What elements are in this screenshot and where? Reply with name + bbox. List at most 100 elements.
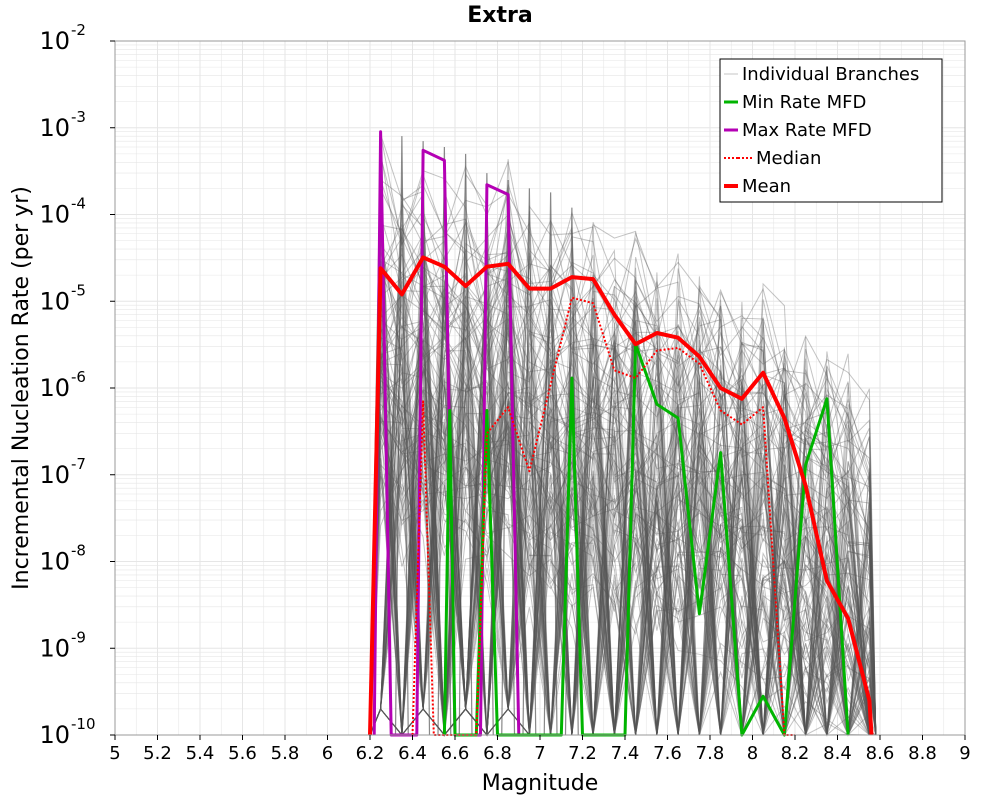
branch-line — [369, 414, 876, 737]
y-tick-exponent: -6 — [71, 368, 86, 386]
branch-line — [369, 185, 876, 737]
y-tick-base: 10 — [39, 634, 70, 662]
branch-line — [522, 188, 537, 736]
series-layer — [368, 130, 874, 737]
y-tick-label: 10 — [39, 548, 70, 576]
branch-line — [369, 257, 876, 737]
y-tick-base: 10 — [39, 201, 70, 229]
branch-line — [369, 172, 876, 737]
branch-line — [369, 401, 877, 737]
legend-label-median: Median — [756, 148, 821, 169]
branch-line — [369, 388, 877, 736]
x-tick-label: 6.2 — [356, 743, 385, 764]
x-tick-label: 6 — [322, 743, 333, 764]
y-tick-label: 10 — [39, 287, 70, 315]
branch-line — [369, 170, 877, 736]
y-tick-exponent: -9 — [71, 628, 86, 646]
branch-line — [369, 364, 877, 737]
y-tick-label: 10 — [39, 374, 70, 402]
y-tick-label: 10 — [39, 27, 70, 55]
x-tick-label: 7.6 — [653, 743, 682, 764]
chart-title: Extra — [467, 3, 532, 28]
branch-line — [369, 160, 876, 736]
branch-line — [369, 321, 877, 737]
branch-line — [369, 245, 876, 737]
x-tick-label: 5.4 — [186, 743, 215, 764]
branch-line — [458, 153, 473, 736]
legend-label-branches: Individual Branches — [742, 64, 919, 85]
y-tick-base: 10 — [39, 721, 70, 749]
branch-line — [369, 381, 876, 737]
x-tick-label: 8.8 — [908, 743, 937, 764]
legend: Individual Branches Min Rate MFD Max Rate … — [719, 58, 943, 203]
x-tick-label: 8.4 — [823, 743, 852, 764]
x-tick-label: 5.6 — [228, 743, 257, 764]
legend-label-max: Max Rate MFD — [742, 120, 872, 141]
x-tick-label: 5.2 — [143, 743, 172, 764]
y-tick-label: 10 — [39, 461, 70, 489]
branch-line — [369, 229, 877, 736]
branch-line — [369, 305, 877, 736]
legend-box — [719, 58, 943, 203]
x-tick-label: 7.2 — [568, 743, 597, 764]
x-axis-ticks: 5 5.2 5.4 5.6 5.8 6 6.2 6.4 6.6 6.8 7 7.2 7.4 7.6 7.8 8… — [109, 735, 971, 764]
branch-line — [394, 136, 409, 736]
branch-line — [369, 238, 876, 737]
branch-line — [369, 336, 876, 737]
branch-line — [369, 211, 877, 737]
branch-line — [369, 317, 877, 737]
branch-line — [369, 390, 877, 737]
branch-line — [369, 319, 877, 737]
y-tick-exponent: -7 — [71, 455, 86, 473]
y-tick-exponent: -5 — [71, 281, 86, 299]
x-tick-label: 7 — [534, 743, 545, 764]
x-tick-label: 9 — [959, 743, 970, 764]
y-tick-exponent: -2 — [71, 21, 86, 39]
branch-line — [369, 236, 877, 737]
x-tick-label: 7.4 — [611, 743, 640, 764]
series-max-rate-mfd — [372, 130, 521, 737]
y-tick-base: 10 — [39, 27, 70, 55]
y-tick-base: 10 — [39, 287, 70, 315]
y-tick-base: 10 — [39, 374, 70, 402]
x-tick-label: 8.2 — [781, 743, 810, 764]
branch-line — [369, 189, 877, 736]
x-tick-label: 6.8 — [483, 743, 512, 764]
y-tick-base: 10 — [39, 461, 70, 489]
branch-line — [369, 159, 876, 736]
branch-line — [369, 134, 877, 736]
branch-line — [369, 416, 876, 737]
branch-line — [369, 223, 877, 737]
y-tick-label: 10 — [39, 201, 70, 229]
x-tick-label: 5.8 — [271, 743, 300, 764]
x-tick-label: 6.4 — [398, 743, 427, 764]
x-tick-label: 5 — [109, 743, 120, 764]
branch-line — [369, 438, 876, 737]
legend-label-mean: Mean — [742, 176, 791, 197]
x-tick-label: 8.6 — [866, 743, 895, 764]
y-tick-base: 10 — [39, 548, 70, 576]
branch-line — [369, 417, 876, 736]
branch-line — [543, 192, 558, 736]
branch-line — [369, 204, 876, 737]
x-tick-label: 6.6 — [441, 743, 470, 764]
y-tick-exponent: -10 — [71, 715, 96, 733]
branch-line — [501, 179, 516, 736]
branch-line — [369, 470, 876, 736]
x-axis-label: Magnitude — [482, 771, 599, 796]
branch-line — [369, 280, 877, 736]
branch-line — [369, 192, 876, 737]
y-axis-label: Incremental Nucleation Rate (per yr) — [9, 186, 34, 590]
y-tick-exponent: -8 — [71, 542, 86, 560]
branch-line — [369, 438, 876, 736]
x-tick-label: 7.8 — [696, 743, 725, 764]
y-tick-exponent: -3 — [71, 108, 86, 126]
grid — [114, 41, 966, 736]
y-tick-exponent: -4 — [71, 195, 86, 213]
branch-line — [369, 430, 876, 737]
y-tick-label: 10 — [39, 114, 70, 142]
y-tick-label: 10 — [39, 721, 70, 749]
